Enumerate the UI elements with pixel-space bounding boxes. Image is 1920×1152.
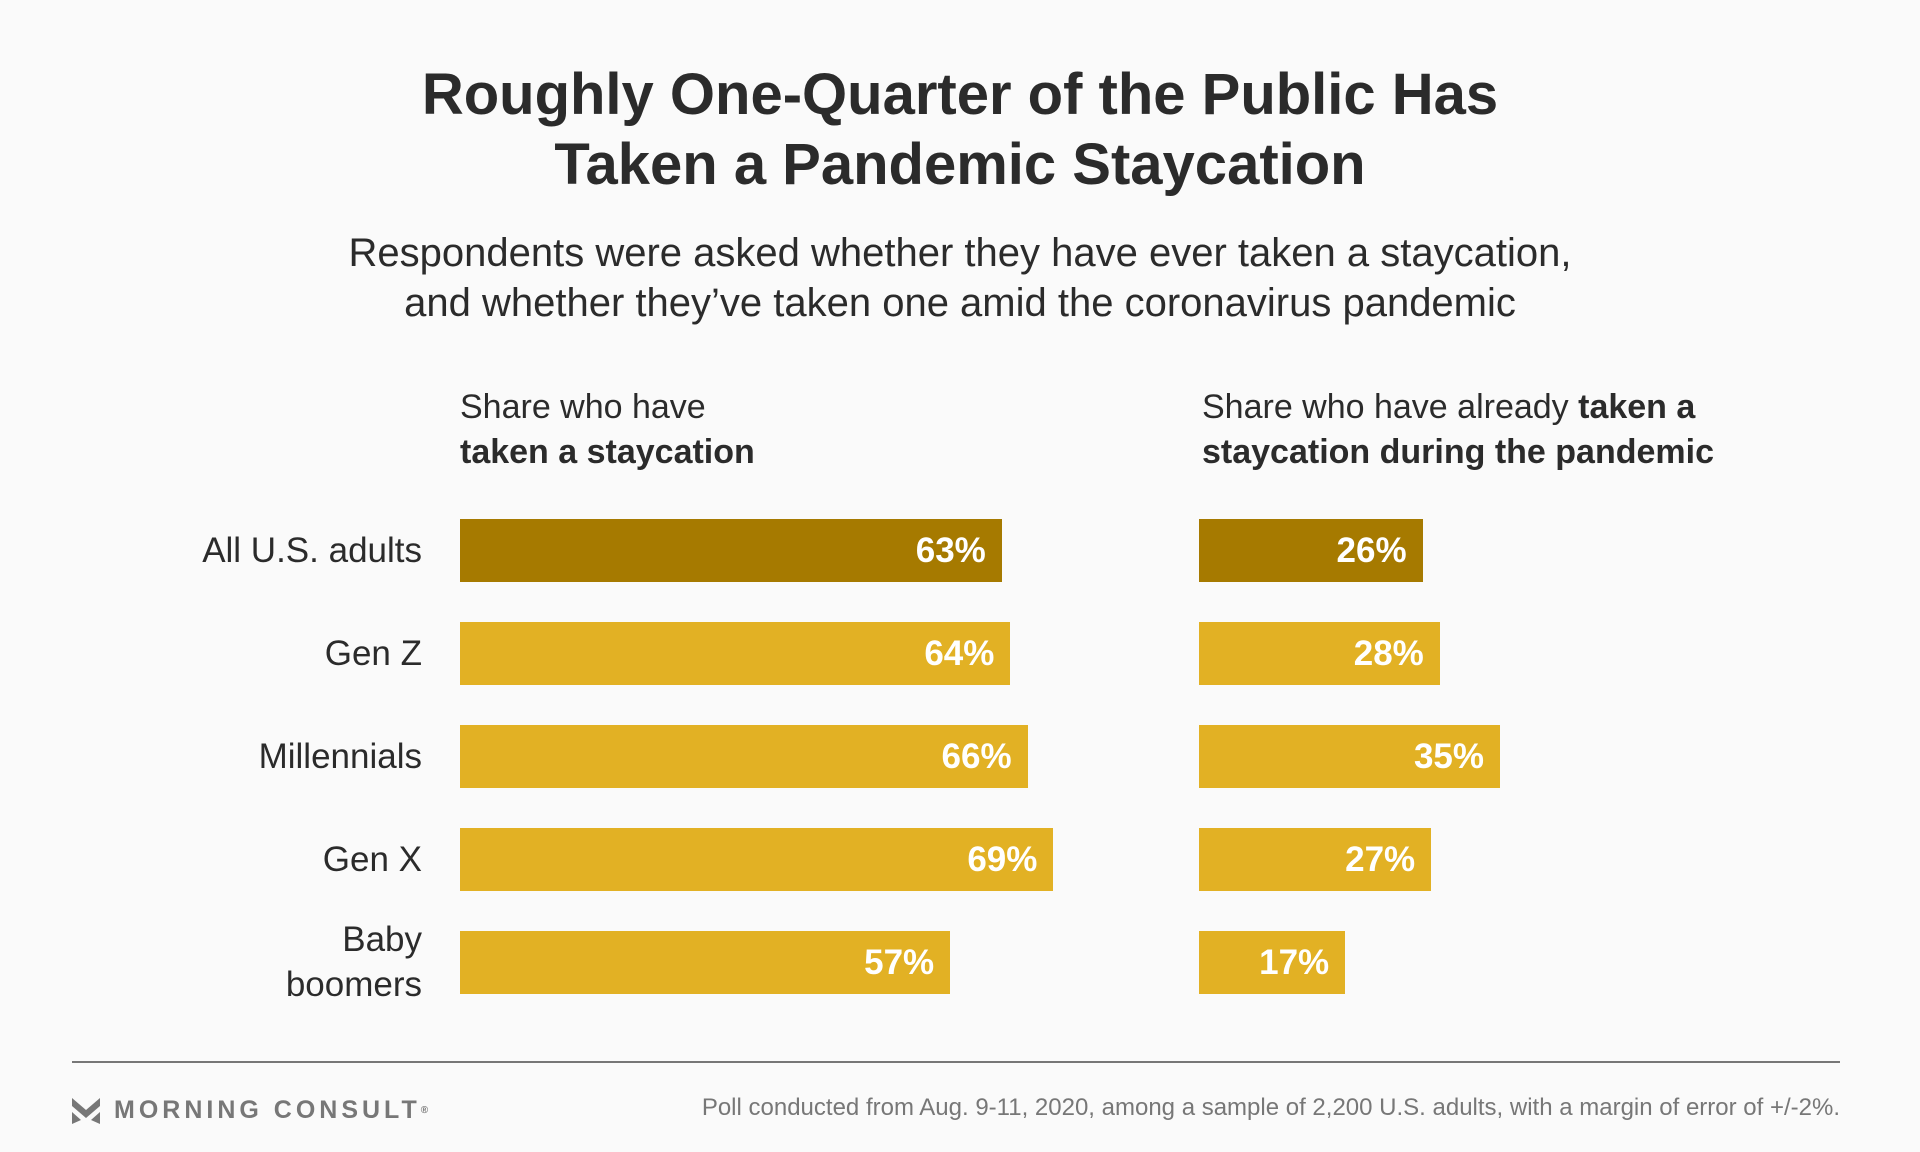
category-label: All U.S. adults xyxy=(202,530,422,570)
chart-title: Roughly One-Quarter of the Public Has Ta… xyxy=(421,62,1499,197)
bar: 26% xyxy=(1199,519,1423,582)
chart-subtitle: Respondents were asked whether they have… xyxy=(348,231,1572,325)
bar: 66% xyxy=(460,725,1028,788)
category-label: Millennials xyxy=(258,736,422,776)
logo-chevron-icon xyxy=(72,1097,100,1124)
category-label: Gen X xyxy=(322,839,422,879)
bar: 64% xyxy=(460,622,1011,685)
bar: 57% xyxy=(460,931,951,994)
right-panel-heading: Share who have already taken a staycatio… xyxy=(1202,388,1714,471)
data-label: 66% xyxy=(941,736,1012,776)
bar: 35% xyxy=(1199,725,1500,788)
bar: 28% xyxy=(1199,622,1440,685)
data-label: 27% xyxy=(1345,839,1416,879)
bar: 63% xyxy=(460,519,1002,582)
footnote: Poll conducted from Aug. 9-11, 2020, amo… xyxy=(701,1094,1840,1121)
bar: 17% xyxy=(1199,931,1346,994)
category-label: Gen Z xyxy=(324,633,422,673)
footer-divider xyxy=(72,1061,1840,1063)
data-label: 63% xyxy=(915,530,986,570)
data-label: 17% xyxy=(1259,942,1330,982)
data-label: 69% xyxy=(967,839,1038,879)
left-panel-heading: Share who have taken a staycation xyxy=(460,388,755,471)
bar: 27% xyxy=(1199,828,1432,891)
data-label: 28% xyxy=(1353,633,1424,673)
bar: 69% xyxy=(460,828,1054,891)
morning-consult-logo: MORNING CONSULT ® xyxy=(72,1096,432,1125)
data-label: 57% xyxy=(864,942,935,982)
data-label: 26% xyxy=(1336,530,1407,570)
data-label: 64% xyxy=(924,633,995,673)
data-label: 35% xyxy=(1413,736,1484,776)
category-label: Baby boomers xyxy=(285,920,422,1004)
